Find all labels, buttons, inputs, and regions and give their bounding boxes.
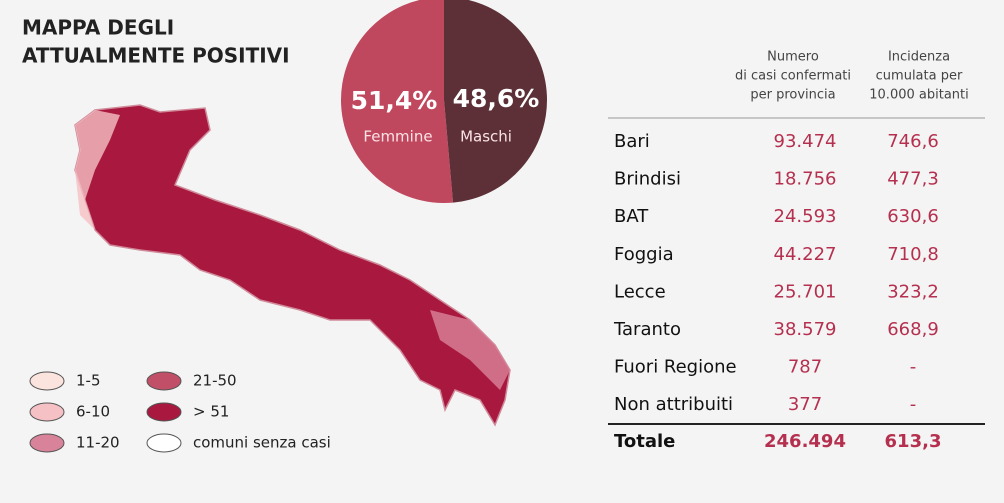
legend-label: > 51 (193, 403, 229, 421)
slice-name-label: Femmine (363, 128, 432, 146)
map (74, 104, 511, 427)
pie-slice (444, 0, 547, 203)
map-light-area (75, 110, 120, 230)
cell: 710,8 (887, 244, 939, 265)
cell: 93.474 (774, 131, 837, 152)
legend-label: 6-10 (76, 403, 110, 421)
cell: 323,2 (887, 281, 939, 302)
cell: 377 (788, 394, 822, 415)
legend-swatch (146, 433, 182, 453)
row-label: Fuori Regione (614, 357, 737, 378)
legend-swatch (146, 402, 182, 422)
legend-label: comuni senza casi (193, 434, 331, 452)
legend-swatch (29, 402, 65, 422)
column-header: per provincia (750, 88, 835, 103)
legend-label: 11-20 (76, 434, 120, 452)
title-line: MAPPA DEGLI (22, 16, 174, 40)
slice-name-label: Maschi (460, 128, 512, 146)
legend: 1-5 6-10 11-20 21-50 > 51 comuni senza casi (29, 371, 331, 453)
total-cell: 246.494 (764, 431, 846, 452)
legend-label: 21-50 (193, 372, 237, 390)
cell: 44.227 (774, 244, 837, 265)
cell: 668,9 (887, 319, 939, 340)
cell: 38.579 (774, 319, 837, 340)
cell: - (910, 394, 917, 415)
cell: 630,6 (887, 206, 939, 227)
legend-label: 1-5 (76, 372, 101, 390)
row-label: Non attribuiti (614, 394, 733, 415)
legend-swatch (29, 433, 65, 453)
pie-slice (341, 0, 454, 203)
pie: 51,4% Femmine 48,6% Maschi (341, 0, 547, 203)
row-label: Brindisi (614, 169, 681, 190)
cell: 24.593 (774, 206, 837, 227)
column-header: cumulata per (876, 69, 963, 84)
column-header: Incidenza (888, 50, 950, 65)
slice-value-label: 48,6% (453, 84, 540, 113)
row-label: Taranto (613, 319, 681, 340)
column-header: 10.000 abitanti (869, 88, 968, 103)
map-light-area (430, 310, 510, 390)
cell: 746,6 (887, 131, 939, 152)
row-label: BAT (614, 206, 649, 227)
total-label: Totale (614, 431, 675, 452)
column-header: di casi confermati (735, 69, 851, 84)
legend-swatch (146, 371, 182, 391)
total-cell: 613,3 (885, 431, 942, 452)
cell: - (910, 357, 917, 378)
title-line: ATTUALMENTE POSITIVI (22, 44, 290, 68)
row-label: Foggia (614, 244, 674, 265)
table: Numero di casi confermati per provincia Inc… (608, 50, 985, 452)
row-label: Lecce (614, 281, 666, 302)
cell: 787 (788, 357, 822, 378)
row-label: Bari (614, 131, 650, 152)
slice-value-label: 51,4% (351, 86, 438, 115)
cell: 477,3 (887, 169, 939, 190)
column-header: Numero (767, 50, 819, 65)
cell: 18.756 (774, 169, 837, 190)
cell: 25.701 (774, 281, 837, 302)
legend-swatch (29, 371, 65, 391)
